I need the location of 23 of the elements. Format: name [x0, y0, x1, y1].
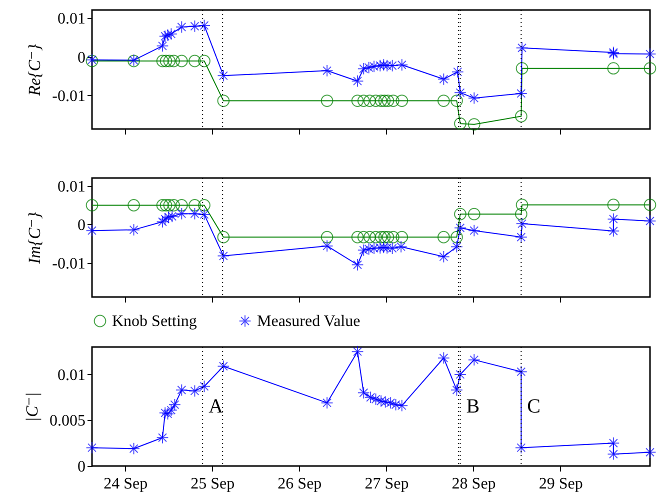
x-tick-label: 24 Sep	[104, 476, 148, 492]
legend-label: Knob Setting	[112, 313, 197, 330]
ref-line-label: C	[527, 396, 541, 418]
x-tick-label: 29 Sep	[538, 476, 583, 492]
y-axis-title: Im{C⁻}	[25, 212, 44, 265]
ref-line-label: B	[466, 396, 480, 418]
y-axis-title: |C⁻|	[22, 392, 42, 422]
ref-line-label: A	[208, 396, 224, 418]
y-axis-title: Re{C⁻}	[25, 44, 44, 97]
x-tick-label: 28 Sep	[452, 476, 496, 492]
y-tick-label: 0	[78, 216, 86, 234]
x-tick-label: 26 Sep	[278, 476, 322, 492]
legend-label: Measured Value	[257, 313, 360, 330]
y-tick-label: 0.01	[58, 178, 86, 196]
x-tick-label: 25 Sep	[190, 476, 235, 492]
y-tick-label: 0.01	[58, 10, 86, 28]
y-tick-label: -0.01	[52, 255, 86, 272]
y-tick-label: -0.01	[52, 88, 86, 105]
y-tick-label: 0	[78, 458, 86, 476]
y-tick-label: 0.005	[50, 412, 86, 430]
x-tick-label: 27 Sep	[364, 476, 409, 492]
y-tick-label: 0.01	[58, 366, 86, 384]
y-tick-label: 0	[78, 49, 86, 66]
